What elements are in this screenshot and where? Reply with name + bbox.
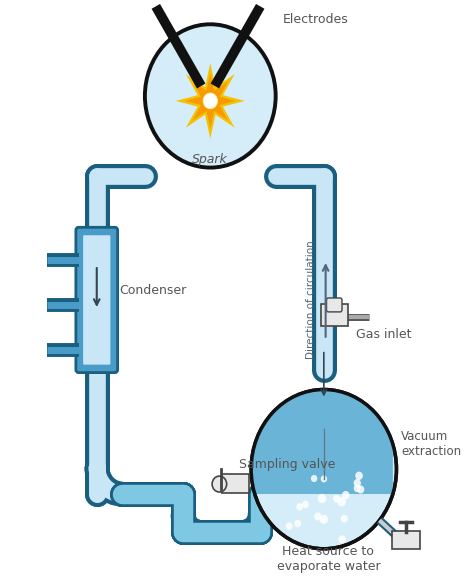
Text: Sampling valve: Sampling valve (240, 458, 336, 470)
Circle shape (354, 479, 361, 487)
Circle shape (354, 484, 361, 492)
FancyBboxPatch shape (321, 304, 349, 326)
Circle shape (212, 476, 226, 492)
Circle shape (302, 501, 309, 508)
Text: Electrodes: Electrodes (283, 13, 349, 26)
Text: Condenser: Condenser (119, 284, 187, 296)
Polygon shape (185, 73, 236, 129)
Polygon shape (176, 63, 245, 139)
Circle shape (318, 494, 326, 503)
Text: Spark: Spark (192, 153, 228, 166)
Circle shape (338, 535, 346, 543)
Circle shape (203, 93, 218, 109)
Circle shape (296, 503, 303, 510)
Text: Direction of circulation: Direction of circulation (306, 241, 316, 360)
Text: Heat source to
evaporate water: Heat source to evaporate water (276, 545, 380, 572)
Circle shape (337, 497, 346, 506)
Circle shape (321, 476, 327, 483)
FancyBboxPatch shape (392, 531, 419, 549)
Circle shape (294, 520, 301, 527)
Circle shape (333, 495, 340, 503)
FancyBboxPatch shape (327, 298, 342, 312)
Circle shape (314, 512, 322, 520)
Circle shape (145, 24, 276, 168)
Circle shape (355, 472, 363, 480)
FancyBboxPatch shape (83, 235, 110, 365)
Text: Gas inlet: Gas inlet (356, 328, 411, 341)
Text: Vacuum
extraction: Vacuum extraction (401, 430, 461, 458)
FancyBboxPatch shape (222, 474, 249, 493)
Circle shape (342, 491, 350, 499)
Circle shape (341, 515, 348, 523)
Polygon shape (251, 390, 393, 494)
Circle shape (357, 485, 364, 494)
Circle shape (320, 515, 328, 524)
FancyBboxPatch shape (76, 227, 117, 372)
Circle shape (311, 475, 317, 482)
Circle shape (286, 522, 293, 530)
Circle shape (251, 390, 397, 549)
